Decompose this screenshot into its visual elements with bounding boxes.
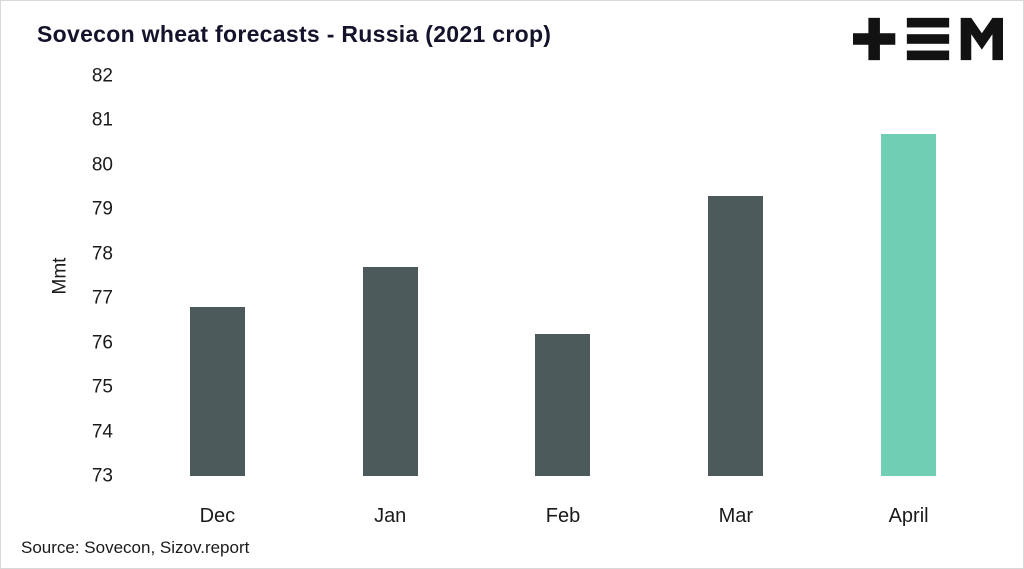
bar-slot [131,76,304,476]
y-tick-label: 80 [91,154,113,176]
x-tick-label: Mar [718,505,754,527]
plus-icon [853,17,896,61]
x-tick-label: Feb [545,505,581,527]
m-icon [960,17,1003,61]
y-tick-label: 78 [91,243,113,265]
chart-title: Sovecon wheat forecasts - Russia (2021 c… [37,21,552,47]
y-tick-label: 82 [91,65,113,87]
x-tick-label: Dec [199,505,236,527]
bar-mar [708,196,764,476]
bar-jan [362,267,418,476]
y-tick-label: 77 [91,287,113,309]
y-tick-label: 79 [91,198,113,220]
y-axis: 73 74 75 76 77 78 79 80 81 82 [71,67,113,486]
y-tick-label: 81 [91,109,113,131]
source-note: Source: Sovecon, Sizov.report [21,538,250,557]
triple-bar-icon [906,17,950,61]
y-tick-label: 73 [91,465,113,487]
tem-logo [853,17,1003,61]
bar-april [881,133,937,476]
plot-area [131,76,995,476]
x-tick-label: April [888,505,929,527]
bar-feb [535,333,591,476]
x-tick-label: Jan [374,505,407,527]
bar-slot [822,76,995,476]
y-tick-label: 74 [91,421,113,443]
y-axis-title: Mmt [49,257,70,295]
bar-dec [189,307,245,476]
x-axis: Dec Jan Feb Mar April [131,505,995,528]
bar-slot [649,76,822,476]
y-tick-label: 76 [91,332,113,354]
y-tick-label: 75 [91,376,113,398]
bar-slot [304,76,477,476]
bar-slot [477,76,650,476]
